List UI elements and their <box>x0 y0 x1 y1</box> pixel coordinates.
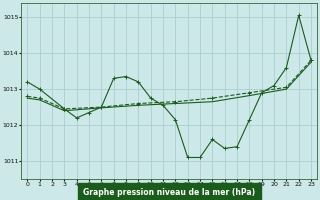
X-axis label: Graphe pression niveau de la mer (hPa): Graphe pression niveau de la mer (hPa) <box>83 188 255 197</box>
